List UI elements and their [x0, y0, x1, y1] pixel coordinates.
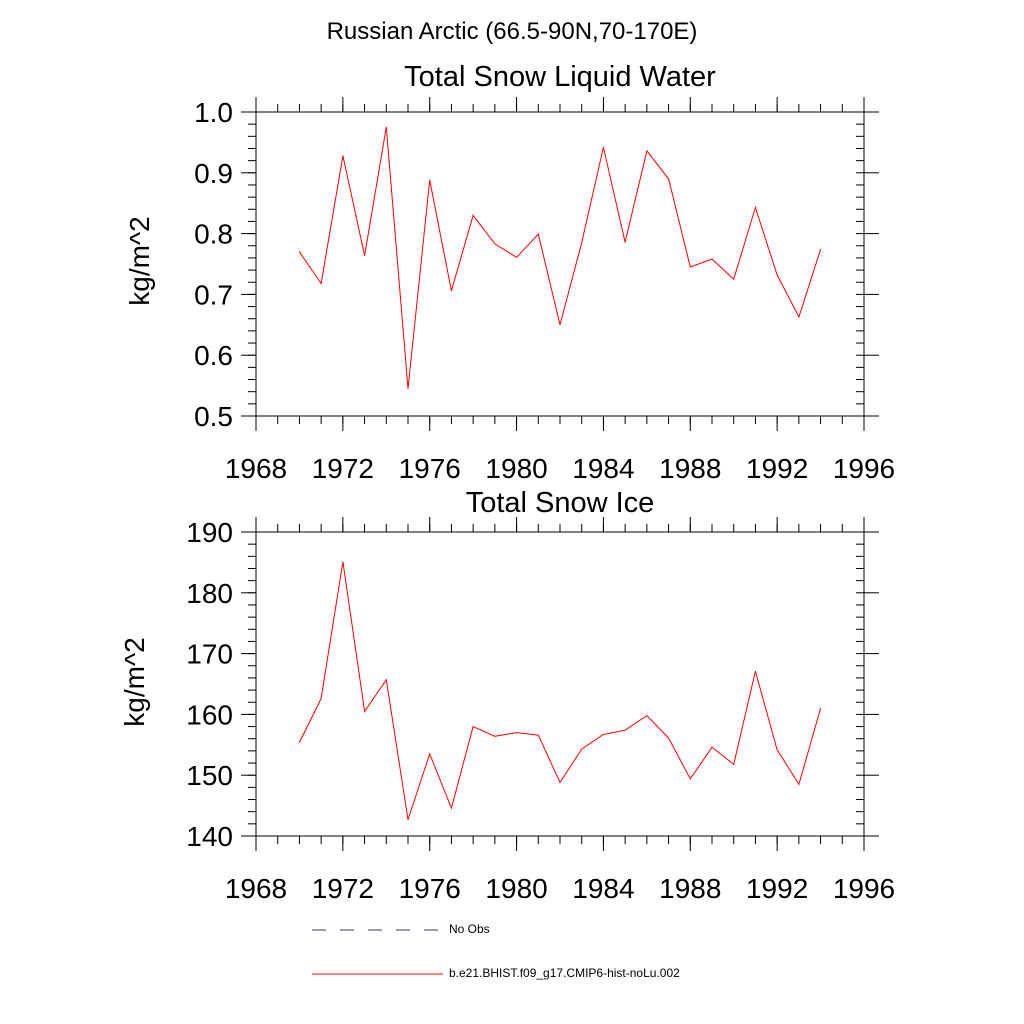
data-point: [342, 561, 344, 563]
data-point: [537, 233, 539, 235]
data-point: [689, 266, 691, 268]
data-point: [646, 150, 648, 152]
y-tick-label: 190: [186, 517, 233, 548]
data-point: [494, 243, 496, 245]
legend-label-no-obs: No Obs: [449, 922, 490, 936]
y-tick-label: 160: [186, 699, 233, 730]
data-point: [450, 807, 452, 809]
y-tick-label: 0.7: [194, 279, 233, 310]
y-tick-label: 180: [186, 578, 233, 609]
data-point: [733, 278, 735, 280]
data-point: [364, 710, 366, 712]
y-tick-label: 1.0: [194, 97, 233, 128]
y-tick-label: 0.8: [194, 219, 233, 250]
data-point: [429, 753, 431, 755]
data-point: [559, 781, 561, 783]
data-point: [776, 749, 778, 751]
data-point: [646, 715, 648, 717]
y-tick-label: 150: [186, 760, 233, 791]
x-tick-label: 1972: [312, 453, 374, 484]
y-tick-label: 140: [186, 821, 233, 852]
x-tick-label: 1976: [399, 453, 461, 484]
legend-label-model: b.e21.BHIST.f09_g17.CMIP6-hist-noLu.002: [449, 966, 680, 980]
x-tick-label: 1984: [572, 453, 634, 484]
data-point: [754, 206, 756, 208]
data-point: [298, 741, 300, 743]
data-point: [494, 735, 496, 737]
data-point: [298, 251, 300, 253]
data-point: [689, 778, 691, 780]
data-point: [472, 214, 474, 216]
data-point: [450, 290, 452, 292]
data-point: [776, 274, 778, 276]
data-point: [624, 729, 626, 731]
x-tick-label: 1972: [312, 873, 374, 904]
data-point: [711, 258, 713, 260]
data-point: [733, 763, 735, 765]
x-tick-label: 1988: [659, 453, 721, 484]
data-point: [342, 155, 344, 157]
data-point: [668, 178, 670, 180]
x-tick-label: 1980: [485, 453, 547, 484]
x-tick-label: 1992: [746, 873, 808, 904]
y-tick-label: 170: [186, 639, 233, 670]
y-tick-label: 0.6: [194, 340, 233, 371]
x-tick-label: 1976: [399, 873, 461, 904]
data-point: [668, 737, 670, 739]
data-point: [407, 819, 409, 821]
x-tick-label: 1996: [833, 453, 895, 484]
data-point: [602, 733, 604, 735]
data-point: [798, 783, 800, 785]
data-point: [820, 707, 822, 709]
data-point: [516, 732, 518, 734]
x-tick-label: 1992: [746, 453, 808, 484]
data-point: [711, 746, 713, 748]
data-point: [581, 242, 583, 244]
data-point: [385, 126, 387, 128]
data-point: [320, 282, 322, 284]
data-point: [581, 748, 583, 750]
data-point: [320, 698, 322, 700]
x-tick-label: 1968: [225, 873, 287, 904]
x-tick-label: 1988: [659, 873, 721, 904]
data-point: [407, 388, 409, 390]
x-tick-label: 1968: [225, 453, 287, 484]
figure-suptitle: Russian Arctic (66.5-90N,70-170E): [326, 18, 698, 45]
data-point: [537, 734, 539, 736]
data-point: [559, 324, 561, 326]
x-tick-label: 1984: [572, 873, 634, 904]
data-point: [472, 726, 474, 728]
data-point: [624, 241, 626, 243]
data-point: [602, 146, 604, 148]
panel-2-title: Total Snow Ice: [465, 487, 655, 519]
y-tick-label: 0.5: [194, 401, 233, 432]
data-point: [364, 254, 366, 256]
panel-1-title: Total Snow Liquid Water: [404, 61, 716, 93]
y-tick-label: 0.9: [194, 158, 233, 189]
data-point: [820, 248, 822, 250]
data-point: [754, 670, 756, 672]
data-point: [798, 316, 800, 318]
data-point: [429, 179, 431, 181]
x-tick-label: 1996: [833, 873, 895, 904]
x-tick-label: 1980: [485, 873, 547, 904]
data-point: [516, 256, 518, 258]
data-point: [385, 679, 387, 681]
